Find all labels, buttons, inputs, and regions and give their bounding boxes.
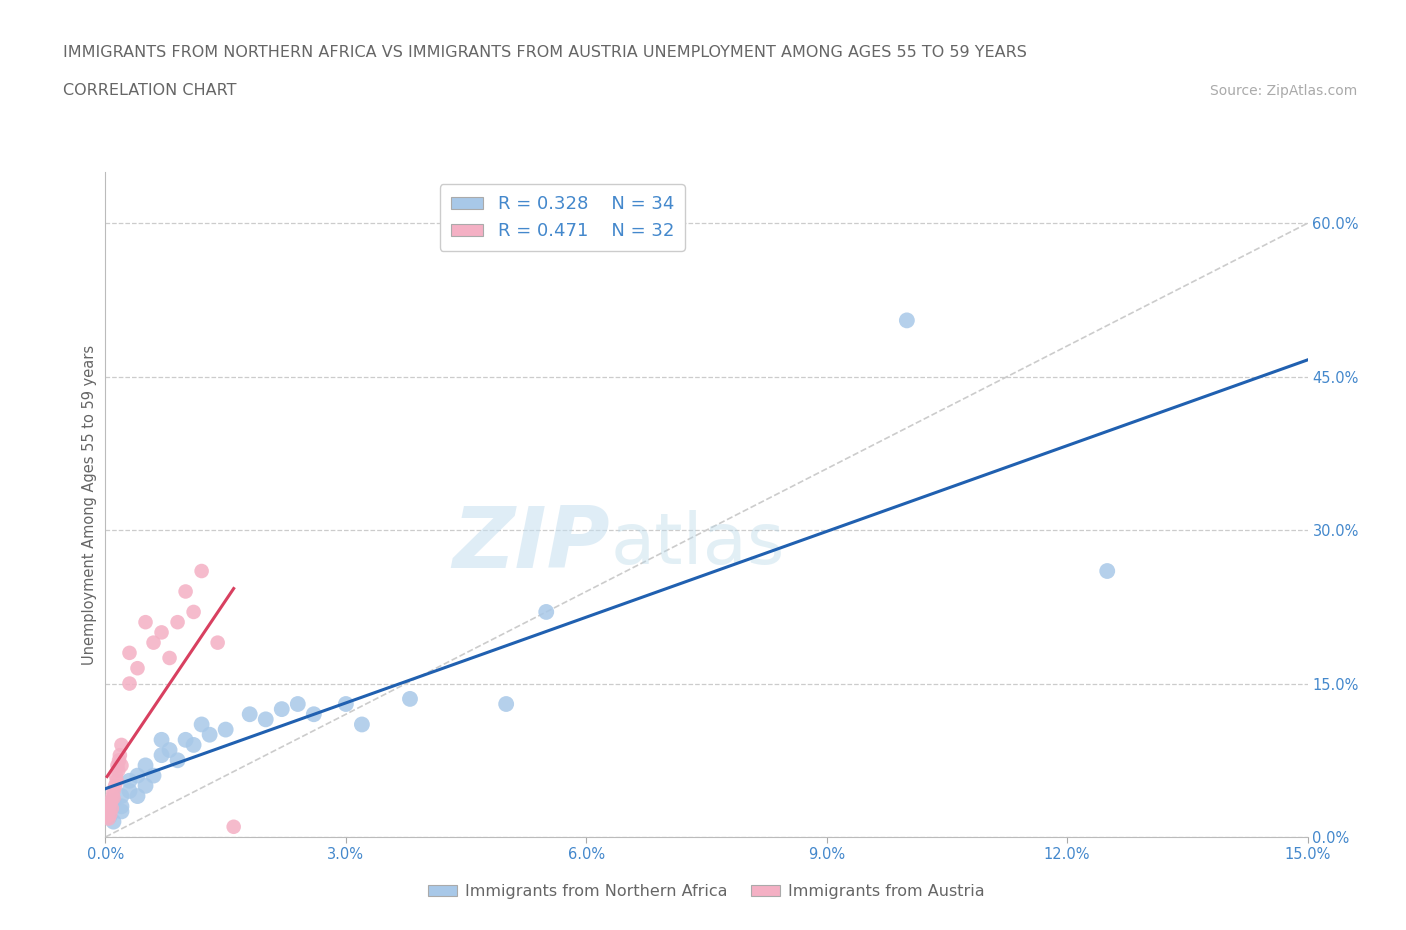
- Point: [399, 692, 422, 707]
- Point: [103, 783, 125, 798]
- Point: [104, 778, 127, 793]
- Point: [270, 702, 292, 717]
- Point: [534, 604, 557, 619]
- Point: [101, 789, 124, 804]
- Point: [127, 768, 149, 783]
- Point: [166, 753, 188, 768]
- Point: [135, 778, 157, 793]
- Point: [150, 733, 173, 748]
- Point: [350, 717, 373, 732]
- Point: [100, 794, 122, 809]
- Point: [98, 809, 121, 824]
- Point: [1097, 564, 1119, 578]
- Point: [183, 604, 205, 619]
- Point: [166, 615, 188, 630]
- Point: [110, 758, 132, 773]
- Point: [159, 651, 181, 666]
- Point: [190, 717, 212, 732]
- Point: [150, 625, 173, 640]
- Point: [287, 697, 309, 711]
- Point: [107, 763, 129, 777]
- Point: [105, 774, 128, 789]
- Point: [110, 737, 132, 752]
- Point: [118, 774, 141, 789]
- Point: [118, 676, 141, 691]
- Text: Source: ZipAtlas.com: Source: ZipAtlas.com: [1209, 84, 1357, 98]
- Point: [96, 809, 118, 824]
- Point: [118, 645, 141, 660]
- Point: [110, 789, 132, 804]
- Point: [103, 815, 125, 830]
- Point: [159, 742, 181, 757]
- Point: [110, 799, 132, 814]
- Point: [103, 790, 125, 805]
- Point: [495, 697, 517, 711]
- Text: CORRELATION CHART: CORRELATION CHART: [63, 83, 236, 98]
- Text: ZIP: ZIP: [453, 503, 610, 586]
- Point: [150, 748, 173, 763]
- Legend: Immigrants from Northern Africa, Immigrants from Austria: Immigrants from Northern Africa, Immigra…: [422, 878, 991, 906]
- Point: [104, 768, 127, 783]
- Point: [183, 737, 205, 752]
- Point: [254, 712, 277, 727]
- Point: [135, 615, 157, 630]
- Point: [103, 794, 125, 809]
- Point: [214, 723, 236, 737]
- Point: [190, 564, 212, 578]
- Y-axis label: Unemployment Among Ages 55 to 59 years: Unemployment Among Ages 55 to 59 years: [82, 344, 97, 665]
- Point: [127, 789, 149, 804]
- Point: [135, 758, 157, 773]
- Point: [97, 811, 120, 826]
- Point: [207, 635, 229, 650]
- Point: [142, 635, 165, 650]
- Point: [101, 801, 124, 816]
- Point: [98, 807, 121, 822]
- Point: [108, 753, 131, 768]
- Point: [107, 758, 129, 773]
- Point: [239, 707, 262, 722]
- Text: atlas: atlas: [610, 510, 785, 578]
- Point: [98, 799, 121, 814]
- Point: [127, 661, 149, 676]
- Point: [222, 819, 245, 834]
- Point: [108, 748, 131, 763]
- Point: [97, 804, 120, 819]
- Point: [896, 313, 918, 328]
- Point: [335, 697, 357, 711]
- Point: [198, 727, 221, 742]
- Point: [110, 804, 132, 819]
- Point: [118, 783, 141, 798]
- Text: IMMIGRANTS FROM NORTHERN AFRICA VS IMMIGRANTS FROM AUSTRIA UNEMPLOYMENT AMONG AG: IMMIGRANTS FROM NORTHERN AFRICA VS IMMIG…: [63, 46, 1028, 60]
- Point: [302, 707, 325, 722]
- Point: [174, 584, 197, 599]
- Point: [142, 768, 165, 783]
- Point: [174, 733, 197, 748]
